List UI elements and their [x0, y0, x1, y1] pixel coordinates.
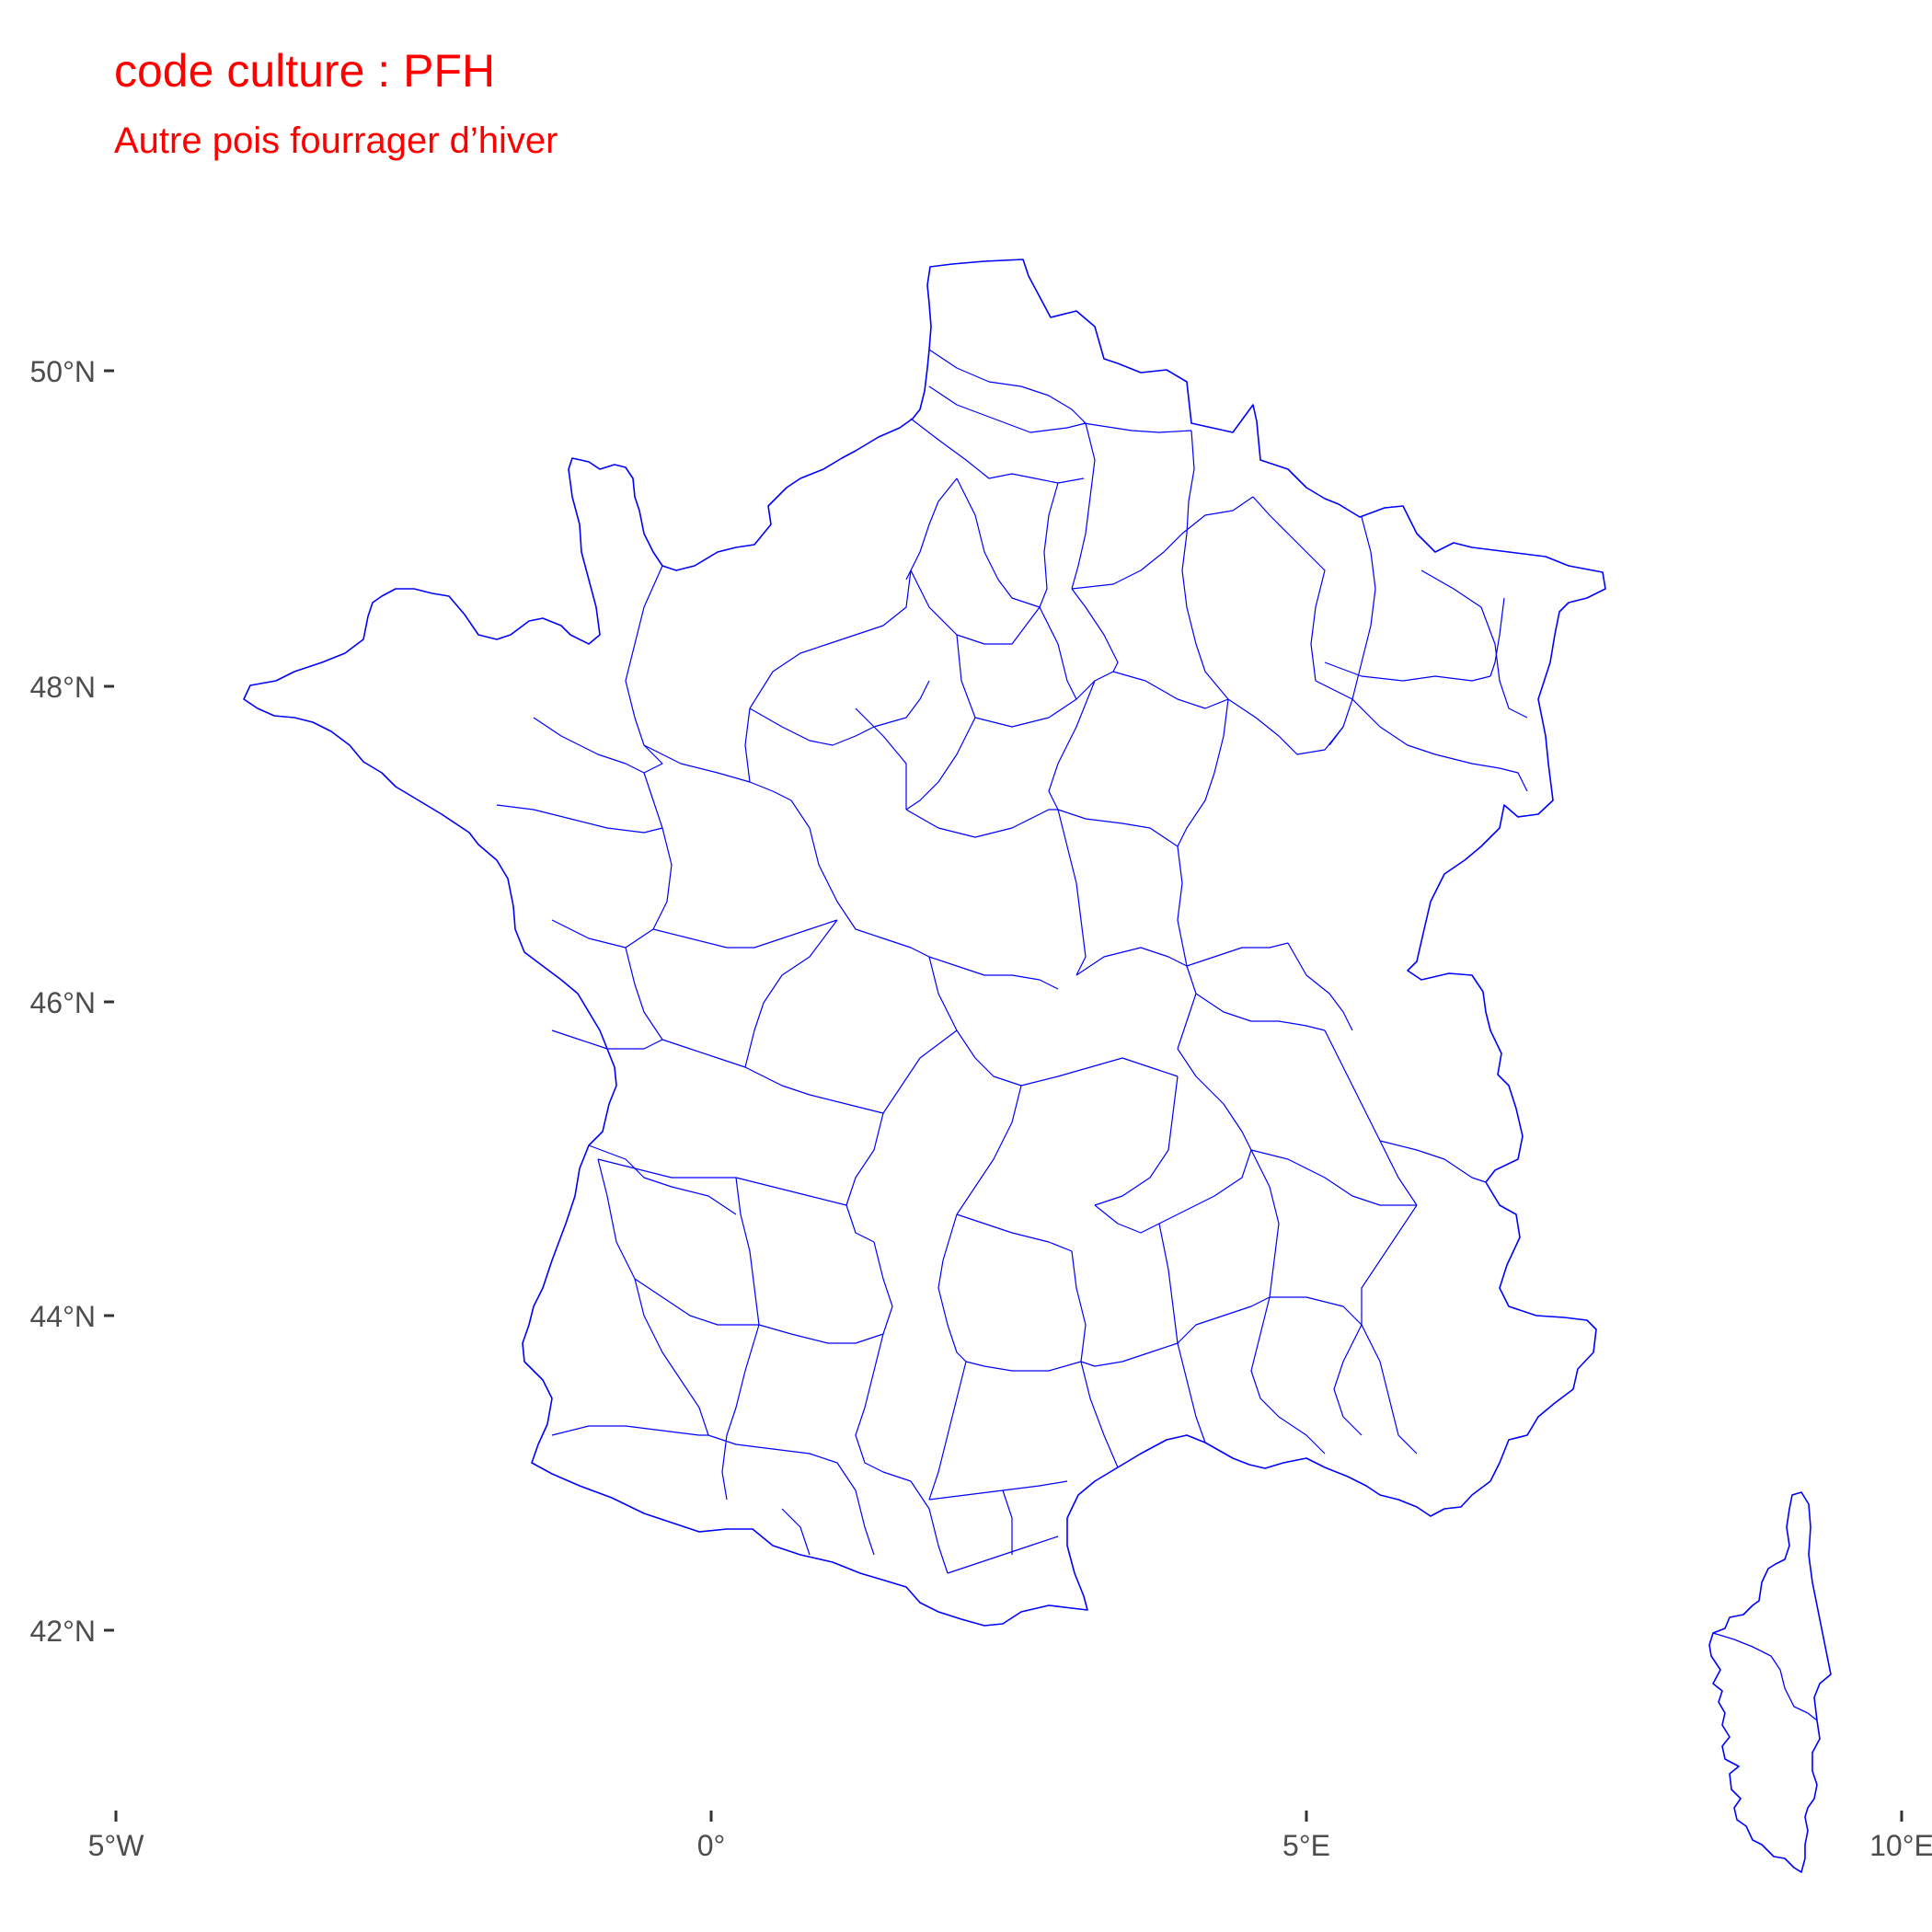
- map-subtitle: Autre pois fourrager d’hiver: [114, 121, 558, 161]
- lat-axis: 50°N 48°N 46°N 44°N 42°N: [30, 355, 114, 1648]
- lon-tick-label: 0°: [697, 1829, 726, 1862]
- lon-tick-label: 5°E: [1282, 1829, 1330, 1862]
- lat-tick-label: 50°N: [30, 355, 97, 388]
- france-mainland-outline: [243, 259, 1606, 1627]
- lat-tick-label: 42°N: [30, 1615, 97, 1648]
- lon-axis: 5°W 0° 5°E 10°E: [88, 1811, 1932, 1862]
- corsica-outline: [1708, 1491, 1832, 1873]
- lat-tick-label: 48°N: [30, 671, 97, 704]
- lat-tick-label: 44°N: [30, 1300, 97, 1333]
- lon-tick-label: 5°W: [88, 1829, 145, 1862]
- lon-tick-label: 10°E: [1869, 1829, 1932, 1862]
- department-borders: [496, 349, 1528, 1574]
- map-title: code culture : PFH: [114, 45, 496, 97]
- corsica-department-border: [1712, 1632, 1818, 1721]
- lat-tick-label: 46°N: [30, 986, 97, 1019]
